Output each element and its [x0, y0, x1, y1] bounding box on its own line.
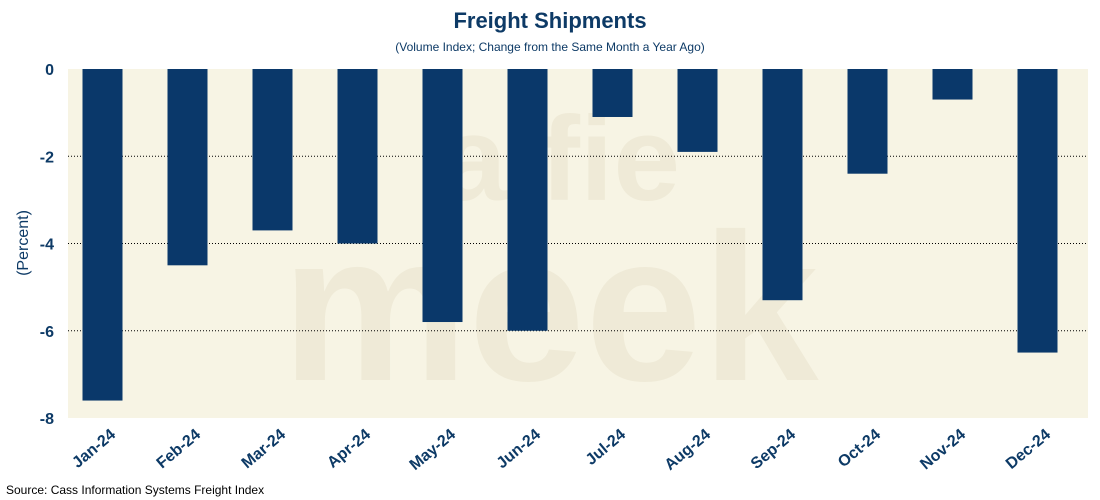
x-tick-label: Dec-24: [1003, 426, 1054, 473]
bars: [82, 69, 1058, 401]
bar: [847, 69, 888, 174]
bar: [252, 69, 293, 231]
x-tick-label: Sep-24: [748, 426, 799, 473]
y-tick-label: -8: [40, 411, 54, 428]
y-axis-label: (Percent): [15, 210, 32, 276]
bar: [932, 69, 973, 100]
x-tick-label: Nov-24: [917, 426, 969, 473]
bar: [677, 69, 718, 152]
bar: [762, 69, 803, 301]
y-axis-ticks: 0 -2 -4 -6 -8: [40, 62, 54, 428]
bar: [337, 69, 378, 244]
watermark-text: alfie: [440, 92, 680, 226]
y-tick-label: -4: [40, 237, 54, 254]
x-axis-ticks: Jan-24 Feb-24 Mar-24 Apr-24 May-24 Jun-24 Jul-…: [69, 426, 1054, 474]
y-tick-label: -2: [40, 149, 54, 166]
bar: [592, 69, 633, 117]
grid-lines: [68, 155, 1088, 332]
x-tick-label: Jul-24: [583, 426, 629, 469]
x-tick-label: Aug-24: [662, 426, 715, 474]
bar: [1017, 69, 1058, 353]
x-tick-label: Feb-24: [154, 426, 205, 472]
x-tick-label: Jun-24: [494, 426, 545, 472]
x-tick-label: Jan-24: [69, 426, 119, 472]
x-tick-label: Oct-24: [835, 426, 884, 471]
source-note: Source: Cass Information Systems Freight…: [6, 483, 265, 497]
x-tick-label: Mar-24: [239, 426, 290, 472]
bar: [507, 69, 548, 331]
y-tick-label: 0: [45, 62, 54, 79]
x-tick-label: Apr-24: [324, 426, 374, 472]
bar: [422, 69, 463, 323]
bar: [82, 69, 123, 401]
y-tick-label: -6: [40, 324, 54, 341]
x-tick-label: May-24: [407, 426, 460, 474]
bar: [167, 69, 208, 266]
chart-subtitle: (Volume Index; Change from the Same Mont…: [395, 40, 705, 54]
chart-title: Freight Shipments: [453, 8, 647, 33]
